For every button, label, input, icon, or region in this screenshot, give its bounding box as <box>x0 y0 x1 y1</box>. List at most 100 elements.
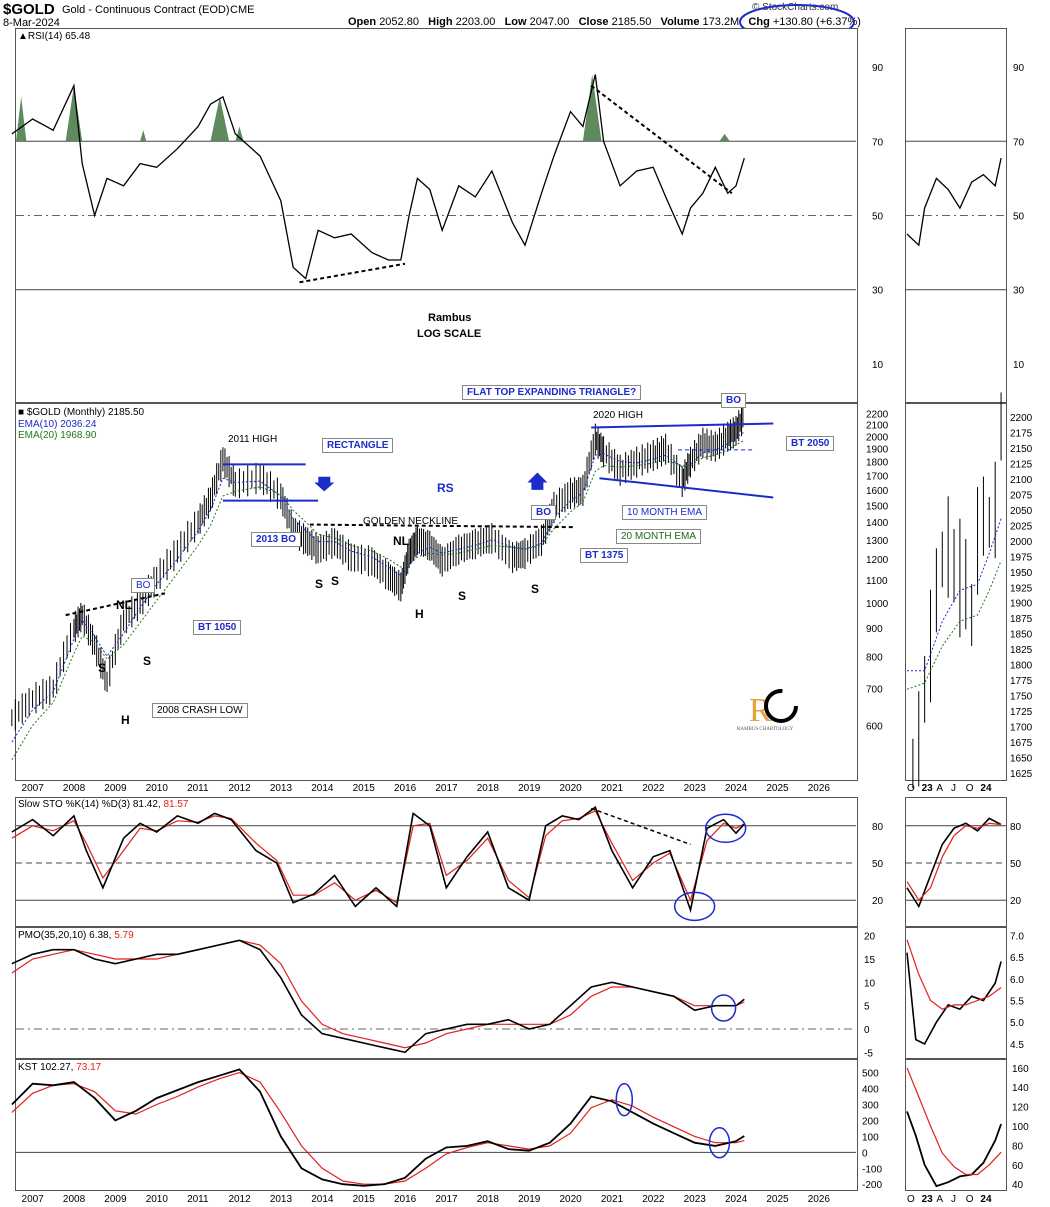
price-x-tick: 2019 <box>518 783 541 794</box>
price-y-tick: 1500 <box>866 501 889 512</box>
kst-y-tick: 100 <box>862 1132 879 1143</box>
pmo-right-signal-line <box>906 939 1002 1010</box>
pmo-right-y-tick: 5.5 <box>1010 997 1024 1008</box>
kst-x-tick: 2017 <box>435 1194 458 1205</box>
kst-right-line <box>906 1111 1002 1188</box>
rs-label: RS <box>437 481 454 495</box>
kst-x-tick: 2022 <box>642 1194 665 1205</box>
pmo-right-y-tick: 5.0 <box>1010 1018 1024 1029</box>
stockcharts-brand[interactable]: © StockCharts.com <box>752 2 839 13</box>
kst-x-tick: 2018 <box>477 1194 500 1205</box>
kst-y-tick: 300 <box>862 1100 879 1111</box>
pmo-y-tick: 15 <box>864 955 876 966</box>
close-label: Close <box>578 16 609 28</box>
rsi-y-tick: 50 <box>872 212 884 223</box>
rsi-y-tick: 30 <box>872 286 884 297</box>
price-right-y-tick: 2025 <box>1010 521 1033 532</box>
kst-y-tick: -200 <box>862 1180 882 1191</box>
rsi-overbought-fill <box>582 74 602 142</box>
nl-2008-label: NL <box>116 598 132 612</box>
left-shoulder-1: S <box>98 661 107 675</box>
price-y-tick: 1200 <box>866 555 889 566</box>
price-right-y-tick: 1900 <box>1010 599 1033 610</box>
kst-y-tick: 200 <box>862 1116 879 1127</box>
symbol: $GOLD <box>3 1 55 18</box>
kst-right-y-tick: 140 <box>1012 1083 1029 1094</box>
close-value: 2185.50 <box>611 16 652 28</box>
open-label: Open <box>348 16 377 28</box>
kst-y-tick: 500 <box>862 1069 879 1080</box>
rsi-line <box>11 74 745 280</box>
kst-x-tick: 2026 <box>808 1194 831 1205</box>
price-right-y-tick: 1650 <box>1010 753 1033 764</box>
price-x-tick: 2022 <box>642 783 665 794</box>
rsi-right-y-tick: 50 <box>1013 212 1025 223</box>
rsi-y-tick: 90 <box>872 63 884 74</box>
triangle-bottom-line <box>599 477 774 499</box>
right-shoulder-2a: S <box>458 589 467 603</box>
right-x-tick: 24 <box>980 783 992 794</box>
right-x-tick: J <box>951 783 956 794</box>
price-y-tick: 700 <box>866 684 883 695</box>
high-label: High <box>428 16 453 28</box>
sto-y-tick: 20 <box>872 896 884 907</box>
sto-high-ellipse <box>704 813 747 844</box>
rsi-right-y-tick: 90 <box>1013 63 1025 74</box>
ema10-line <box>11 431 745 743</box>
kst-x-tick: 2021 <box>601 1194 624 1205</box>
price-y-tick: 2200 <box>866 409 889 420</box>
left-shoulder-2a: S <box>315 577 324 591</box>
pmo-y-tick: 5 <box>864 1002 870 1013</box>
bo-2013-label: 2013 BO <box>251 532 302 547</box>
price-y-tick: 900 <box>866 624 883 635</box>
price-x-tick: 2026 <box>808 783 831 794</box>
pmo-right-y-tick: 7.0 <box>1010 931 1024 942</box>
price-panel-right <box>905 403 1007 781</box>
kst-y-tick: 400 <box>862 1085 879 1096</box>
kst-line <box>11 1068 745 1187</box>
price-y-tick: 1100 <box>866 576 888 587</box>
sto-y-tick: 80 <box>872 822 884 833</box>
volume-label: Volume <box>660 16 700 28</box>
kst-x-tick: 2020 <box>559 1194 582 1205</box>
price-right-y-tick: 1800 <box>1010 661 1033 672</box>
kst-x-tick: 2010 <box>146 1194 169 1205</box>
high-2020-label: 2020 HIGH <box>593 410 644 421</box>
price-y-tick: 1900 <box>866 445 889 456</box>
rsi-y-tick: 10 <box>872 360 884 371</box>
bt-1375-label: BT 1375 <box>580 548 629 563</box>
price-x-tick: 2018 <box>477 783 500 794</box>
rsi-overbought-fill <box>235 126 244 142</box>
price-x-tick: 2020 <box>559 783 582 794</box>
kst-title: KST 102.27, 73.17 <box>18 1062 102 1073</box>
price-x-tick: 2023 <box>684 783 707 794</box>
price-y-tick: 2000 <box>866 432 889 443</box>
sto-low-ellipse <box>673 891 716 922</box>
right-kst-x-tick: O <box>907 1194 915 1205</box>
rsi-right-y-tick: 30 <box>1013 286 1025 297</box>
kst-right-y-tick: 120 <box>1012 1103 1029 1114</box>
pmo-y-tick: 10 <box>864 978 876 989</box>
price-x-tick: 2012 <box>228 783 251 794</box>
price-x-tick: 2024 <box>725 783 748 794</box>
right-shoulder-1: S <box>143 654 152 668</box>
price-right-y-tick: 1925 <box>1010 583 1033 594</box>
pmo-y-tick: 0 <box>864 1025 870 1036</box>
rsi-y-tick: 70 <box>872 137 884 148</box>
ema10-legend: EMA(10) 2036.24 <box>18 419 97 430</box>
sto-right-y-tick: 20 <box>1010 896 1022 907</box>
rsi-right-y-tick: 70 <box>1013 137 1025 148</box>
price-y-tick: 1400 <box>866 518 889 529</box>
kst-panel-right <box>905 1059 1007 1191</box>
price-x-tick: 2007 <box>22 783 45 794</box>
high-2011-label: 2011 HIGH <box>228 434 278 445</box>
crash-low-annotation: 2008 CRASH LOW <box>152 703 248 718</box>
flat-top-triangle-label: FLAT TOP EXPANDING TRIANGLE? <box>462 385 642 400</box>
rsi-overbought-fill <box>140 130 147 142</box>
price-y-tick: 1300 <box>866 536 889 547</box>
author-label: Rambus <box>428 312 472 324</box>
price-x-tick: 2009 <box>104 783 127 794</box>
rsi-support-trendline <box>299 262 406 284</box>
price-right-y-tick: 1700 <box>1010 722 1033 733</box>
kst-right-y-tick: 160 <box>1012 1064 1029 1075</box>
